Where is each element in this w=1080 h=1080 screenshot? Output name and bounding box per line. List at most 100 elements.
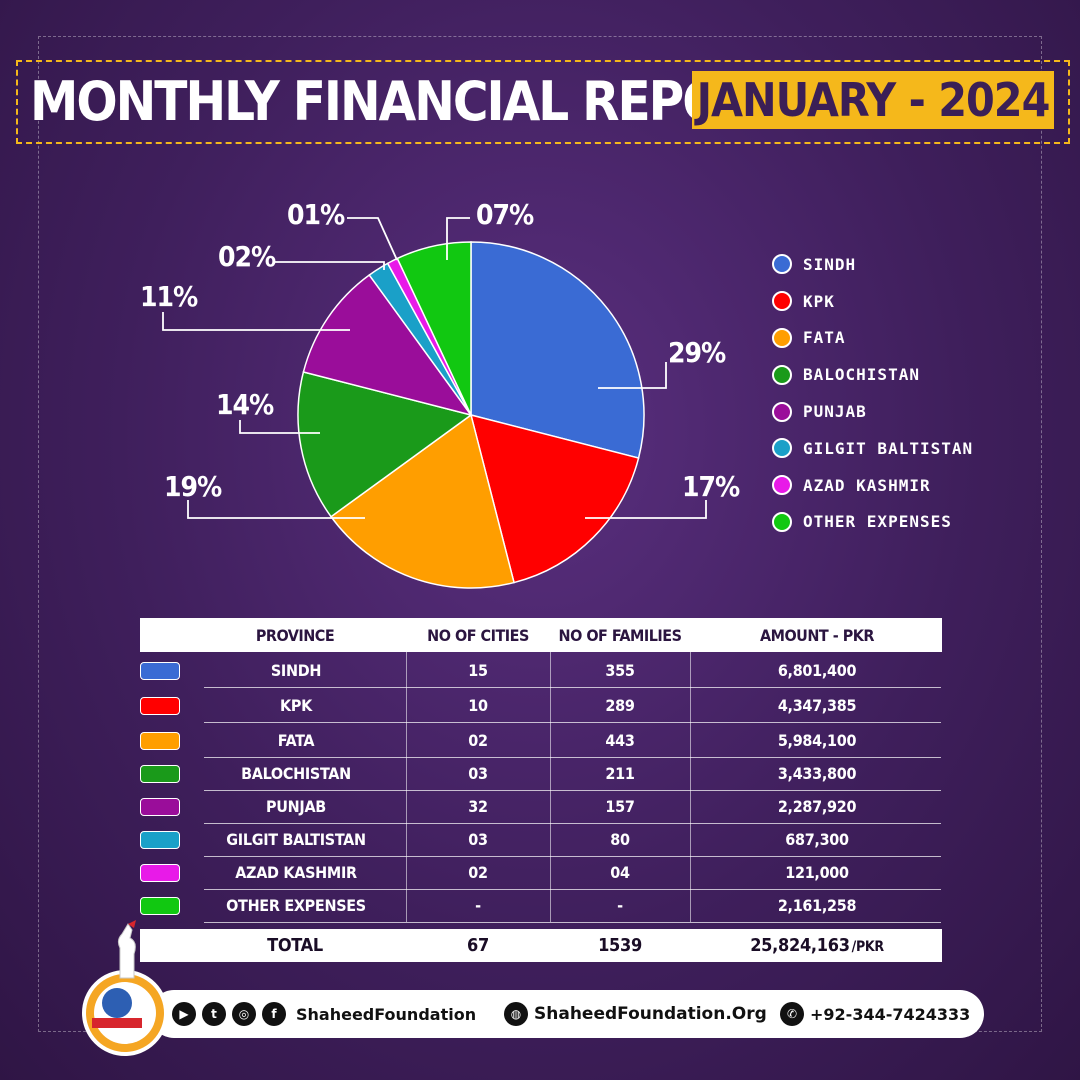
chart-legend: SINDH KPK FATA BALOCHISTAN PUNJAB GILGIT BALT… — [772, 246, 973, 540]
pie-slice-kpk — [469, 413, 640, 584]
cell-province: GILGIT BALTISTAN — [226, 830, 366, 849]
phone-contact: ✆ +92-344-7424333 — [780, 1002, 970, 1026]
legend-item: OTHER EXPENSES — [772, 504, 973, 541]
website-url[interactable]: ShaheedFoundation.Org — [534, 1004, 767, 1024]
cell-cities: 10 — [468, 696, 488, 715]
twitter-icon[interactable]: t — [202, 1002, 226, 1026]
pie-label-punjab: 11% — [140, 280, 198, 313]
table-row: KPK 10 289 4,347,385 — [0, 689, 1080, 722]
legend-label: SINDH — [803, 254, 857, 274]
cell-amount: 6,801,400 — [777, 661, 857, 680]
total-unit: /PKR — [851, 939, 884, 955]
cell-families: 04 — [610, 863, 630, 882]
total-amount-value: 25,824,163 — [750, 935, 850, 956]
footer-bar — [150, 990, 984, 1038]
report-date: JANUARY - 2024 — [692, 71, 1054, 129]
cell-amount: 4,347,385 — [777, 696, 857, 715]
leader-line-azad-kashmir — [347, 217, 398, 261]
table-row: GILGIT BALTISTAN 03 80 687,300 — [0, 823, 1080, 856]
phone-number[interactable]: +92-344-7424333 — [810, 1004, 971, 1024]
leader-line-punjab — [162, 312, 350, 331]
cell-families: - — [617, 896, 623, 915]
total-amount: 25,824,163/PKR — [692, 929, 942, 962]
row-divider — [204, 823, 941, 824]
cell-cities: 02 — [468, 731, 488, 750]
cell-province: OTHER EXPENSES — [226, 896, 366, 915]
cell-families: 80 — [610, 830, 630, 849]
leader-line-sindh — [598, 362, 667, 389]
cell-province: KPK — [280, 696, 312, 715]
cell-families: 443 — [605, 731, 635, 750]
leader-line-other-expenses — [446, 217, 470, 260]
shaheed-foundation-logo — [82, 970, 168, 1056]
row-color-swatch — [140, 662, 180, 680]
legend-swatch — [772, 438, 792, 459]
leader-line-balochistan — [239, 420, 320, 434]
row-color-swatch — [140, 765, 180, 783]
row-divider — [204, 889, 941, 890]
cell-province: SINDH — [270, 661, 322, 680]
row-divider — [204, 922, 941, 923]
cell-amount: 2,161,258 — [777, 896, 857, 915]
total-row: TOTAL 67 1539 25,824,163/PKR — [140, 929, 942, 962]
cell-amount: 687,300 — [785, 830, 849, 849]
globe-emblem — [102, 988, 132, 1018]
table-row: OTHER EXPENSES - - 2,161,258 — [0, 889, 1080, 922]
row-color-swatch — [140, 864, 180, 882]
table-row: PUNJAB 32 157 2,287,920 — [0, 790, 1080, 823]
legend-swatch — [772, 401, 792, 422]
cell-province: PUNJAB — [266, 797, 326, 816]
legend-swatch — [772, 327, 792, 348]
row-divider — [204, 790, 941, 791]
cell-cities: 03 — [468, 830, 488, 849]
social-handle[interactable]: ShaheedFoundation — [296, 1004, 477, 1024]
facebook-icon[interactable]: f — [262, 1002, 286, 1026]
legend-item: SINDH — [772, 246, 973, 283]
table-row: SINDH 15 355 6,801,400 — [0, 654, 1080, 687]
row-color-swatch — [140, 732, 180, 750]
cell-amount: 3,433,800 — [777, 764, 857, 783]
pie-slice-punjab — [302, 273, 473, 417]
row-divider — [204, 722, 941, 723]
pie-label-sindh: 29% — [668, 336, 726, 369]
header-amount: AMOUNT - PKR — [759, 626, 875, 645]
cell-families: 157 — [605, 797, 635, 816]
legend-swatch — [772, 511, 792, 532]
legend-swatch — [772, 291, 792, 312]
cell-families: 355 — [605, 661, 635, 680]
table-header: PROVINCE NO OF CITIES NO OF FAMILIES AMO… — [140, 618, 942, 652]
header-families: NO OF FAMILIES — [558, 626, 682, 645]
pie-label-kpk: 17% — [682, 470, 740, 503]
legend-label: GILGIT BALTISTAN — [803, 438, 974, 458]
header-province: PROVINCE — [255, 626, 335, 645]
leader-line-kpk — [585, 500, 707, 519]
cell-province: BALOCHISTAN — [241, 764, 351, 783]
leader-line-fata — [187, 500, 365, 519]
legend-item: GILGIT BALTISTAN — [772, 430, 973, 467]
title-border — [16, 60, 1070, 144]
column-divider — [690, 652, 691, 922]
pie-slice-balochistan — [297, 371, 473, 518]
cell-families: 211 — [605, 764, 635, 783]
table-row: AZAD KASHMIR 02 04 121,000 — [0, 856, 1080, 889]
table-row: FATA 02 443 5,984,100 — [0, 724, 1080, 757]
table-row: BALOCHISTAN 03 211 3,433,800 — [0, 757, 1080, 790]
pie-label-azad-kashmir: 01% — [287, 198, 345, 231]
leader-line-gilgit-baltistan — [274, 261, 385, 270]
row-color-swatch — [140, 697, 180, 715]
cell-province: FATA — [277, 731, 315, 750]
row-divider — [204, 687, 941, 688]
cell-cities: - — [475, 896, 481, 915]
legend-swatch — [772, 475, 792, 496]
pie-slice-fata — [329, 413, 515, 589]
legend-label: KPK — [803, 291, 835, 311]
legend-swatch — [772, 364, 792, 385]
instagram-icon[interactable]: ◎ — [232, 1002, 256, 1026]
total-label: TOTAL — [267, 935, 323, 956]
raised-fist-icon — [117, 920, 136, 979]
row-divider — [204, 757, 941, 758]
column-divider — [406, 652, 407, 922]
legend-swatch — [772, 254, 792, 275]
youtube-icon[interactable]: ▶ — [172, 1002, 196, 1026]
legend-label: BALOCHISTAN — [803, 365, 920, 385]
